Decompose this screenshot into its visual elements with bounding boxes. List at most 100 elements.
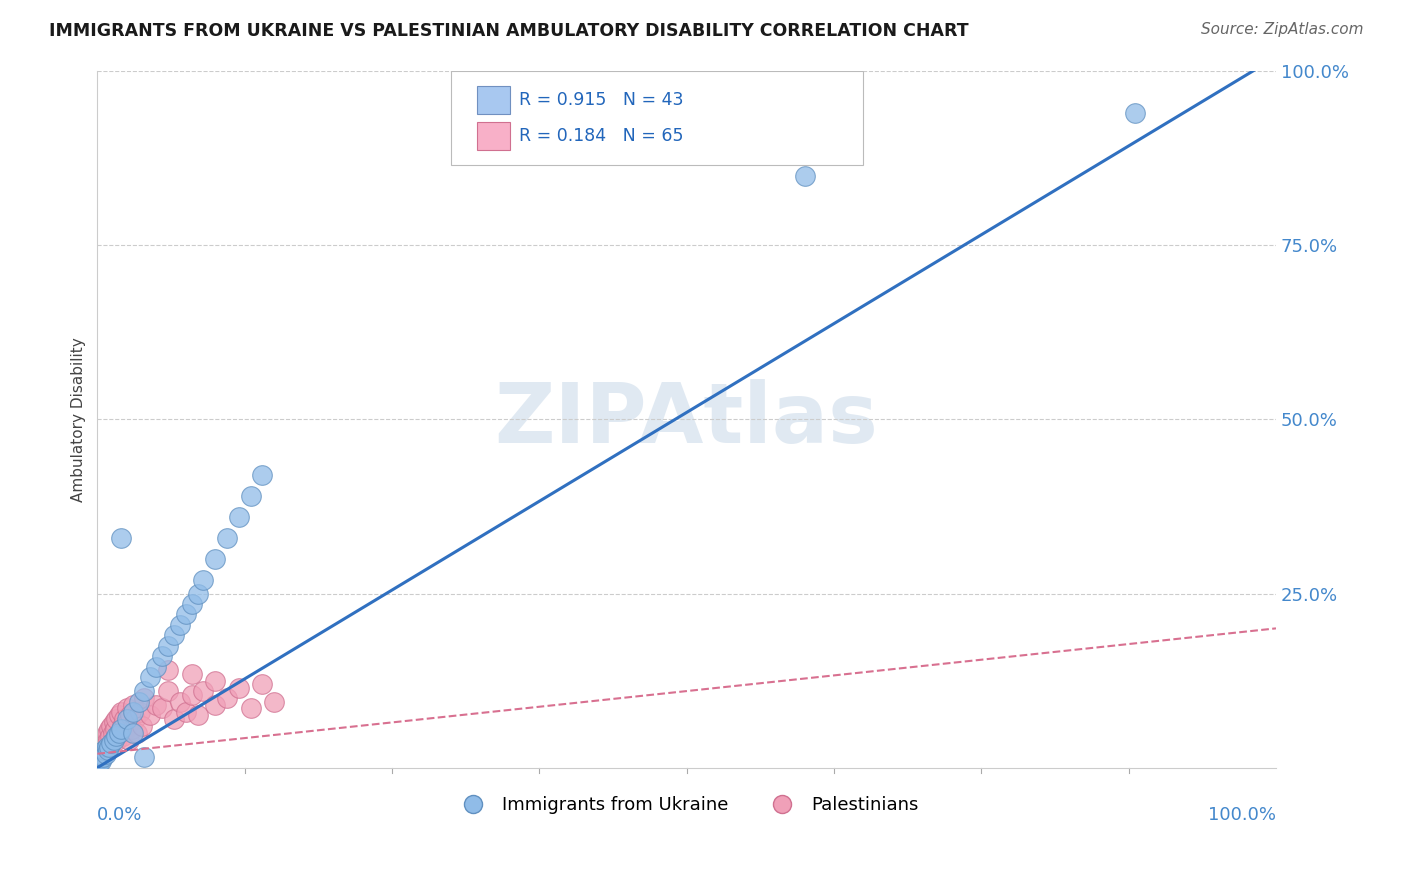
Point bbox=[263, 694, 285, 708]
Point bbox=[157, 663, 180, 677]
Point bbox=[128, 705, 150, 719]
Point bbox=[215, 531, 238, 545]
Point bbox=[111, 719, 134, 733]
FancyBboxPatch shape bbox=[451, 71, 863, 165]
Point bbox=[98, 730, 121, 744]
Point bbox=[157, 639, 180, 653]
Point bbox=[239, 701, 262, 715]
Point bbox=[105, 712, 128, 726]
Point bbox=[193, 684, 215, 698]
Point bbox=[134, 691, 156, 706]
Point bbox=[110, 531, 132, 545]
Point bbox=[150, 701, 173, 715]
Point bbox=[163, 628, 186, 642]
Point bbox=[100, 736, 122, 750]
Point bbox=[169, 618, 191, 632]
Point bbox=[97, 743, 120, 757]
Point bbox=[91, 750, 114, 764]
Point bbox=[139, 708, 162, 723]
Point bbox=[90, 739, 112, 754]
Point bbox=[96, 739, 118, 754]
Point bbox=[107, 708, 129, 723]
Point bbox=[121, 723, 143, 737]
Point bbox=[134, 684, 156, 698]
Point bbox=[93, 734, 115, 748]
Point bbox=[115, 701, 138, 715]
Point bbox=[94, 747, 117, 761]
Point bbox=[93, 732, 115, 747]
Point bbox=[793, 169, 815, 183]
Point bbox=[169, 694, 191, 708]
Point bbox=[87, 757, 110, 772]
Point bbox=[174, 705, 197, 719]
Point bbox=[101, 726, 124, 740]
Point bbox=[127, 726, 149, 740]
Point bbox=[105, 730, 128, 744]
Text: ZIPAtlas: ZIPAtlas bbox=[495, 379, 879, 460]
Point bbox=[118, 732, 141, 747]
Point bbox=[90, 747, 112, 761]
Point bbox=[145, 659, 167, 673]
Point bbox=[128, 694, 150, 708]
Point bbox=[94, 743, 117, 757]
Point bbox=[97, 732, 120, 747]
Point bbox=[145, 698, 167, 712]
Point bbox=[108, 726, 131, 740]
Point bbox=[90, 750, 112, 764]
Point bbox=[180, 597, 202, 611]
Point bbox=[93, 743, 115, 757]
Point bbox=[121, 705, 143, 719]
Text: R = 0.184   N = 65: R = 0.184 N = 65 bbox=[519, 128, 683, 145]
Text: 0.0%: 0.0% bbox=[97, 806, 143, 824]
Point bbox=[204, 698, 226, 712]
Point bbox=[239, 489, 262, 503]
Point bbox=[121, 726, 143, 740]
Point bbox=[117, 715, 139, 730]
Text: R = 0.915   N = 43: R = 0.915 N = 43 bbox=[519, 91, 683, 109]
Point bbox=[1123, 106, 1146, 120]
Legend: Immigrants from Ukraine, Palestinians: Immigrants from Ukraine, Palestinians bbox=[447, 789, 925, 822]
Point bbox=[180, 666, 202, 681]
Bar bbox=[477, 122, 510, 150]
Text: 100.0%: 100.0% bbox=[1208, 806, 1277, 824]
Point bbox=[87, 750, 110, 764]
Point bbox=[150, 649, 173, 664]
Point bbox=[87, 754, 110, 768]
Point bbox=[180, 688, 202, 702]
Text: Source: ZipAtlas.com: Source: ZipAtlas.com bbox=[1201, 22, 1364, 37]
Point bbox=[96, 739, 118, 753]
Point bbox=[100, 719, 122, 733]
Point bbox=[163, 712, 186, 726]
Point bbox=[114, 712, 136, 726]
Point bbox=[87, 755, 110, 769]
Point bbox=[98, 739, 121, 754]
Point bbox=[174, 607, 197, 622]
Point bbox=[114, 723, 136, 737]
Point bbox=[91, 748, 114, 763]
Point bbox=[103, 715, 125, 730]
Point bbox=[89, 750, 111, 764]
Point bbox=[186, 586, 208, 600]
Point bbox=[90, 754, 112, 768]
Point bbox=[157, 684, 180, 698]
Point bbox=[110, 705, 132, 719]
Point bbox=[91, 741, 114, 756]
Point bbox=[98, 723, 121, 737]
Point bbox=[121, 698, 143, 712]
Point bbox=[91, 736, 114, 750]
Point bbox=[228, 509, 250, 524]
Point bbox=[120, 708, 142, 723]
Point bbox=[131, 719, 153, 733]
Point bbox=[124, 712, 146, 726]
Point bbox=[89, 752, 111, 766]
Point bbox=[252, 468, 274, 483]
Point bbox=[89, 748, 111, 763]
Point bbox=[215, 691, 238, 706]
Point bbox=[204, 551, 226, 566]
Point bbox=[134, 750, 156, 764]
Point bbox=[186, 708, 208, 723]
Point bbox=[139, 670, 162, 684]
Point bbox=[115, 712, 138, 726]
Text: IMMIGRANTS FROM UKRAINE VS PALESTINIAN AMBULATORY DISABILITY CORRELATION CHART: IMMIGRANTS FROM UKRAINE VS PALESTINIAN A… bbox=[49, 22, 969, 40]
Point bbox=[110, 723, 132, 737]
